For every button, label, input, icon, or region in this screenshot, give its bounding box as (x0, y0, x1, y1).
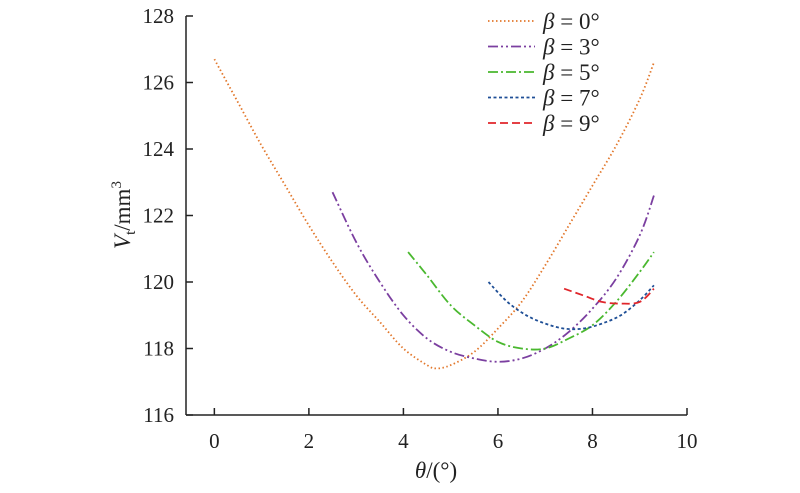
y-tick-label: 120 (143, 270, 175, 294)
x-tick-label: 4 (398, 429, 409, 453)
y-axis-title-var: V (110, 232, 135, 249)
x-axis-title-unit: /(°) (426, 458, 457, 483)
legend-label-var: β (542, 9, 555, 34)
series-line-beta-2 (407, 251, 655, 351)
series-line-beta-4 (563, 287, 655, 305)
legend: β = 0°β = 3°β = 5°β = 7°β = 9° (488, 9, 600, 136)
y-tick-label: 122 (143, 204, 175, 228)
legend-label-value: = 5° (554, 60, 599, 85)
y-axis-title-sub: t (123, 230, 139, 235)
legend-label: β = 3° (542, 35, 600, 60)
x-axis-title: θ/(°) (415, 458, 457, 483)
plot-frame (185, 16, 687, 416)
legend-label: β = 5° (542, 60, 600, 85)
legend-label-value: = 3° (554, 35, 599, 60)
x-axis-title-var: θ (415, 458, 426, 483)
y-tick-label: 126 (143, 71, 175, 95)
legend-label-var: β (542, 35, 555, 60)
y-axis-title: Vt/mm3 (109, 181, 139, 249)
series-line-beta-1 (331, 191, 655, 363)
y-tick-label: 118 (143, 337, 174, 361)
y-tick-label: 116 (143, 403, 174, 427)
legend-label: β = 0° (542, 9, 600, 34)
legend-label-value: = 7° (554, 86, 599, 111)
y-ticks: 116 118 120 122 124 126 128 (143, 4, 193, 427)
y-axis-title-sup: 3 (109, 181, 125, 189)
x-tick-label: 10 (677, 429, 698, 453)
x-tick-label: 8 (587, 429, 598, 453)
legend-label: β = 9° (542, 111, 600, 136)
series-lines (213, 58, 655, 370)
legend-label-value: = 9° (554, 111, 599, 136)
legend-label: β = 7° (542, 86, 600, 111)
x-tick-label: 0 (209, 429, 220, 453)
x-tick-label: 2 (304, 429, 315, 453)
y-tick-label: 128 (143, 4, 175, 28)
legend-label-var: β (542, 111, 555, 136)
legend-label-value: = 0° (554, 9, 599, 34)
legend-label-var: β (542, 86, 555, 111)
legend-label-var: β (542, 60, 555, 85)
y-tick-label: 124 (143, 137, 175, 161)
x-ticks: 0 2 4 6 8 10 (209, 408, 698, 453)
x-tick-label: 6 (493, 429, 504, 453)
series-line-beta-3 (487, 281, 655, 331)
y-axis-title-unit: /mm (110, 188, 135, 230)
